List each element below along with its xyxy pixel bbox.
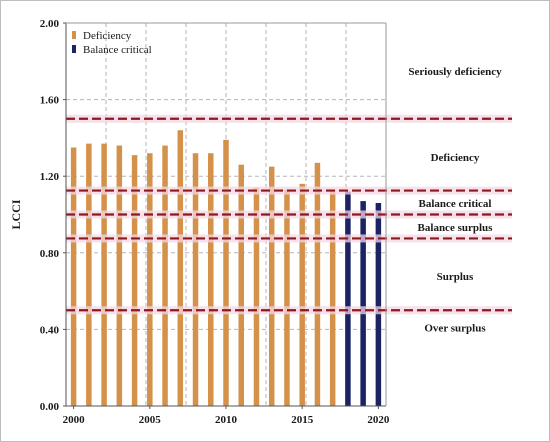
zone-label: Deficiency [431, 152, 480, 164]
zone-label: Over surplus [424, 322, 486, 334]
bar-2006 [162, 145, 168, 406]
bar-2011 [238, 164, 244, 406]
bar-2003 [116, 145, 123, 406]
zone-label: Surplus [437, 271, 474, 283]
bar-2012 [253, 187, 260, 406]
zone-label: Seriously deficiency [408, 66, 502, 78]
y-tick-label: 0.00 [40, 401, 60, 413]
y-tick-label: 0.80 [40, 248, 60, 260]
x-tick-label: 2015 [291, 414, 314, 426]
bar-2016 [314, 162, 321, 406]
bar-2005 [147, 153, 153, 406]
bar-2007 [177, 130, 184, 407]
bar-2014 [284, 189, 290, 406]
bar-2018 [345, 191, 351, 406]
legend-label-2: Balance critical [83, 44, 152, 56]
zone-label: Balance surplus [418, 222, 494, 234]
bar-2000 [70, 147, 77, 406]
legend-swatch-2 [72, 45, 76, 53]
bar-2002 [101, 143, 107, 406]
legend-label-1: Deficiency [83, 30, 132, 42]
bar-2009 [208, 153, 214, 406]
y-tick-label: 0.40 [40, 324, 60, 336]
y-tick-label: 2.00 [40, 18, 60, 30]
zone-label: Balance critical [418, 198, 491, 210]
y-tick-label: 1.20 [40, 171, 60, 183]
bar-2010 [223, 139, 229, 406]
bar-2015 [299, 183, 305, 406]
bar-2001 [86, 143, 92, 406]
x-tick-label: 2005 [139, 414, 162, 426]
x-tick-label: 2000 [63, 414, 86, 426]
y-axis-title: LCCI [9, 199, 23, 229]
y-tick-label: 1.60 [40, 95, 60, 107]
bar-2004 [131, 155, 138, 406]
bar-2020 [375, 203, 382, 406]
x-tick-label: 2010 [215, 414, 238, 426]
bar-2013 [268, 166, 275, 406]
legend-swatch-1 [72, 31, 76, 39]
bar-2019 [360, 201, 366, 406]
bar-2017 [329, 189, 336, 406]
bar-2008 [192, 153, 199, 406]
x-tick-label: 2020 [367, 414, 390, 426]
